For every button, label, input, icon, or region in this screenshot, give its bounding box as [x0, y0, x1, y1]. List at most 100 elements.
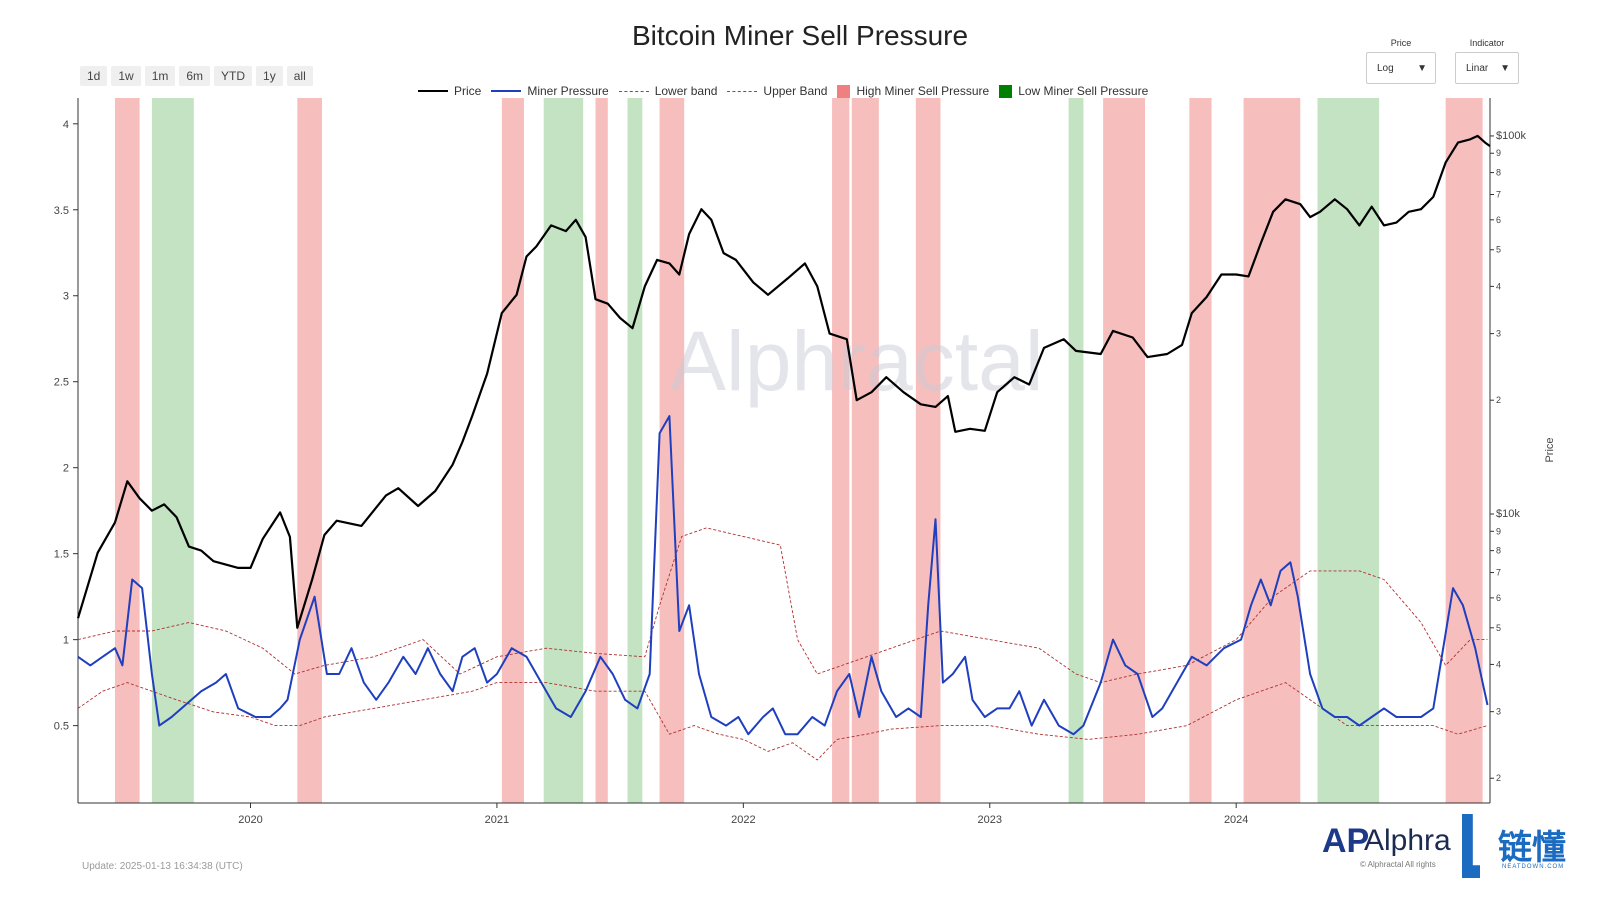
right-tick-label: 8: [1496, 168, 1501, 178]
x-tick-label: 2023: [978, 814, 1002, 826]
update-timestamp: Update: 2025-01-13 16:34:38 (UTC): [82, 861, 243, 872]
indicator-scale-label: Indicator: [1469, 38, 1505, 48]
lower-band-line: [77, 682, 1488, 761]
range-1d-button[interactable]: 1d: [80, 66, 108, 86]
low-pressure-band: [151, 98, 194, 803]
right-tick-label: 8: [1496, 546, 1501, 556]
right-tick-label: 3: [1496, 707, 1501, 717]
right-tick-label: 2: [1496, 773, 1501, 783]
right-axis-title: Price: [1544, 437, 1556, 462]
high-pressure-band: [915, 98, 941, 803]
left-tick-label: 3: [63, 291, 69, 303]
right-tick-label: 7: [1496, 568, 1501, 578]
right-tick-label: $10k: [1496, 508, 1520, 520]
price-line-swatch: [418, 90, 448, 92]
left-tick-label: 3.5: [54, 205, 69, 217]
legend-label: High Miner Sell Pressure: [856, 84, 990, 98]
range-button-group: 1d 1w 1m 6m YTD 1y all: [80, 66, 313, 86]
pressure-bands-layer: [114, 98, 1483, 803]
left-tick-label: 2.5: [54, 377, 69, 389]
right-tick-label: 4: [1496, 281, 1501, 291]
price-line: [76, 134, 1491, 629]
miner-line-swatch: [491, 90, 522, 92]
right-tick-label: 3: [1496, 329, 1501, 339]
high-pressure-swatch: [837, 84, 851, 98]
upper-band-line: [77, 527, 1488, 684]
legend-item-price[interactable]: Price: [418, 84, 481, 98]
range-all-button[interactable]: all: [286, 66, 313, 86]
price-scale-value: Log: [1377, 62, 1394, 74]
range-1y-button[interactable]: 1y: [256, 66, 283, 86]
indicator-scale-group: Indicator Linar ▼: [1455, 38, 1519, 84]
lower-band-swatch: [618, 90, 649, 92]
right-tick-label: 9: [1496, 526, 1501, 536]
legend-item-high[interactable]: High Miner Sell Pressure: [837, 84, 989, 98]
legend-label: Upper Band: [763, 84, 828, 98]
price-scale-select[interactable]: Log ▼: [1366, 52, 1436, 84]
right-tick-label: 5: [1496, 245, 1501, 255]
price-scale-group: Price Log ▼: [1366, 38, 1436, 84]
high-pressure-band: [501, 98, 525, 803]
high-pressure-band: [1189, 98, 1212, 803]
low-pressure-swatch: [999, 84, 1013, 98]
legend: Price Miner Pressure Lower band Upper Ba…: [418, 84, 1148, 98]
high-pressure-band: [297, 98, 322, 803]
high-pressure-band: [1243, 98, 1301, 803]
legend-item-lower[interactable]: Lower band: [618, 84, 718, 98]
series-layer: [76, 134, 1491, 761]
indicator-scale-value: Linar: [1466, 62, 1489, 74]
neatdown-logo-mark: [1462, 814, 1480, 878]
legend-item-upper[interactable]: Upper Band: [727, 84, 827, 98]
low-pressure-band: [543, 98, 584, 803]
price-scale-label: Price: [1390, 38, 1412, 48]
high-pressure-band: [832, 98, 850, 803]
high-pressure-band: [1103, 98, 1146, 803]
high-pressure-band: [1445, 98, 1483, 803]
right-tick-label: 9: [1496, 148, 1501, 158]
left-tick-label: 4: [63, 119, 69, 131]
watermark: Alphractal: [670, 314, 1044, 408]
range-1w-button[interactable]: 1w: [111, 66, 141, 86]
neatdown-logo: 链懂 NEATDOWN.COM: [1462, 814, 1582, 884]
high-pressure-band: [114, 98, 140, 803]
upper-band-swatch: [727, 90, 758, 92]
left-tick-label: 0.5: [54, 721, 69, 733]
alphractal-logo: AP Alphra © Alphractal All rights: [1322, 818, 1472, 878]
neatdown-logo-text: 链懂: [1498, 829, 1566, 867]
chevron-down-icon: ▼: [1500, 62, 1510, 74]
axes-layer: 0.5 1 1.5 2 2.5 3 3.5 4 2 3 4 5 6 7 8 9 $10k 2 3 4 5 6 7 8 9 $100…: [54, 98, 1556, 826]
legend-label: Lower band: [654, 84, 718, 98]
right-tick-label: 4: [1496, 659, 1501, 669]
legend-item-miner[interactable]: Miner Pressure: [491, 84, 609, 98]
indicator-scale-select[interactable]: Linar ▼: [1455, 52, 1519, 84]
x-tick-label: 2022: [731, 814, 755, 826]
x-tick-label: 2024: [1224, 814, 1248, 826]
left-tick-label: 1.5: [54, 549, 69, 561]
x-tick-label: 2020: [238, 814, 262, 826]
high-pressure-band: [851, 98, 879, 803]
x-tick-label: 2021: [485, 814, 509, 826]
neatdown-logo-sub: NEATDOWN.COM: [1502, 864, 1565, 870]
right-tick-label: 6: [1496, 215, 1501, 225]
right-tick-label: 6: [1496, 593, 1501, 603]
logo-text: Alphra: [1364, 824, 1451, 857]
chart-title: Bitcoin Miner Sell Pressure: [631, 20, 969, 51]
legend-label: Price: [454, 84, 482, 98]
range-6m-button[interactable]: 6m: [179, 66, 211, 86]
right-tick-label: 2: [1496, 395, 1501, 405]
range-ytd-button[interactable]: YTD: [214, 66, 253, 86]
range-1m-button[interactable]: 1m: [144, 66, 176, 86]
legend-item-low[interactable]: Low Miner Sell Pressure: [999, 84, 1148, 98]
legend-label: Low Miner Sell Pressure: [1018, 84, 1149, 98]
low-pressure-band: [1317, 98, 1380, 803]
right-tick-label: 5: [1496, 623, 1501, 633]
miner-pressure-line: [77, 415, 1489, 736]
legend-label: Miner Pressure: [527, 84, 609, 98]
high-pressure-band: [595, 98, 608, 803]
logo-mark: AP: [1322, 822, 1370, 860]
right-tick-label: 7: [1496, 190, 1501, 200]
left-tick-label: 1: [63, 635, 69, 647]
low-pressure-band: [1068, 98, 1084, 803]
chevron-down-icon: ▼: [1417, 62, 1427, 74]
